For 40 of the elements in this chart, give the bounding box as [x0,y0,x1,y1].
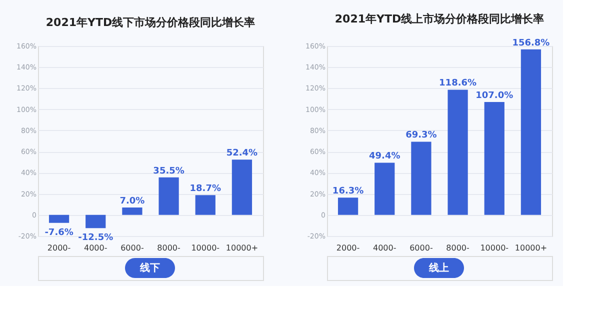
x-tick-label: 2000- [47,244,71,252]
data-label: 16.3% [332,186,364,197]
x-tick-label: 4000- [84,244,108,252]
chart-title: 2021年YTD线上市场分价格段同比增长率 [334,12,544,26]
x-tick-label: 8000- [157,244,181,252]
data-label: -12.5% [78,233,114,244]
data-label: 7.0% [120,196,145,206]
data-label: 69.3% [406,130,437,141]
x-tick-label: 6000- [120,244,144,252]
data-label: -7.6% [44,228,74,238]
bar [195,195,216,215]
x-tick-label: 4000- [372,244,396,252]
data-label: 18.7% [190,184,221,194]
bar [86,214,106,228]
data-label: 35.5% [153,166,184,176]
bar [448,90,468,215]
x-tick-label: 10000+ [226,244,258,252]
chart-title: 2021年YTD线下市场分价格段同比增长率 [46,16,256,29]
x-tick-label: 10000- [480,244,509,252]
bar [158,177,179,215]
bar [338,198,358,215]
x-tick-label: 10000+ [514,244,548,252]
bar [520,49,542,215]
x-tick-label: 8000- [446,244,470,252]
data-label: 156.8% [512,38,550,48]
data-label: 52.4% [226,148,258,159]
text: 线上 [428,262,449,274]
bar [411,142,432,215]
x-tick-label: 6000- [410,244,433,252]
data-label: 118.6% [439,78,477,89]
bar [122,208,142,215]
bar [484,102,504,215]
bar [48,214,70,223]
x-tick-label: 10000- [191,244,220,252]
text: 线下 [139,262,160,274]
bar [232,160,252,215]
bar [374,162,395,215]
data-label: 107.0% [476,90,514,101]
data-label: 49.4% [369,152,400,162]
x-tick-label: 2000- [336,244,360,252]
